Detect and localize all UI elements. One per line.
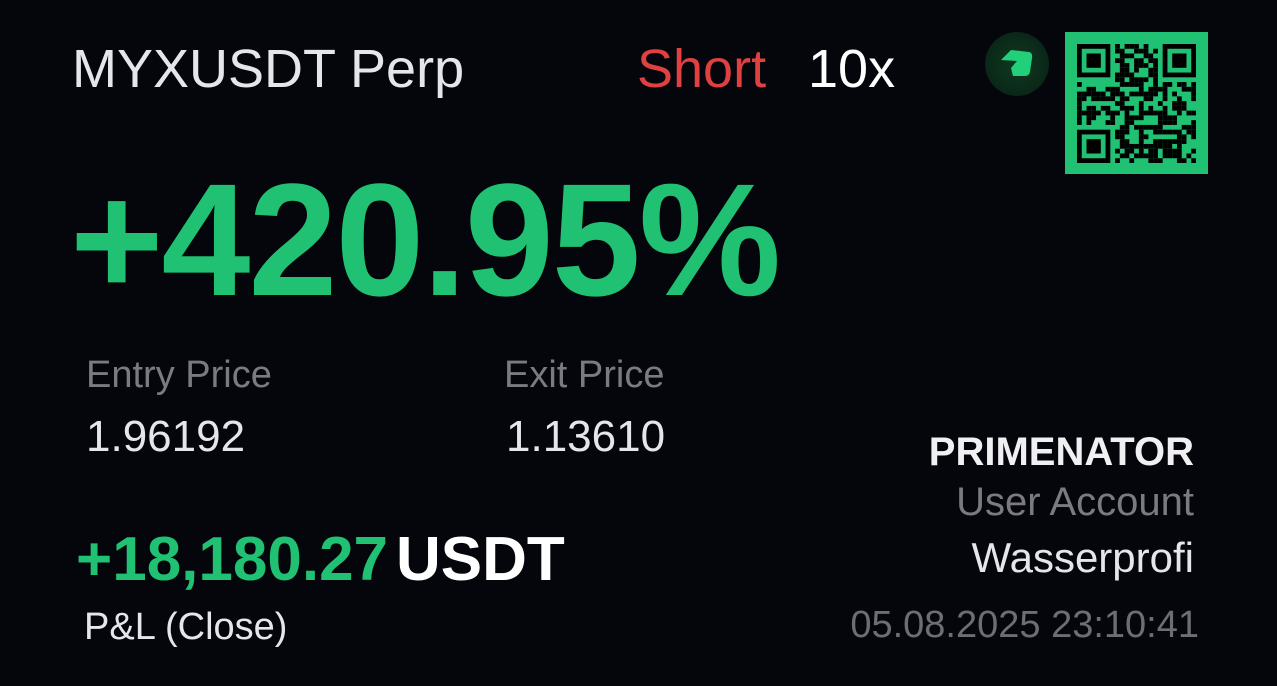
exchange-logo-icon: [985, 32, 1049, 96]
pnl-value: +18,180.27: [76, 525, 389, 594]
pnl-unit: USDT: [396, 525, 565, 594]
timestamp: 05.08.2025 23:10:41: [850, 604, 1199, 646]
trading-pair: MYXUSDT Perp: [72, 39, 465, 99]
user-account-name: Wasserprofi: [971, 534, 1195, 581]
entry-price-label: Entry Price: [86, 354, 272, 396]
brand-name: PRIMENATOR: [928, 430, 1194, 474]
user-account-label: User Account: [956, 480, 1194, 524]
qr-code-icon: [1065, 32, 1208, 174]
leverage: 10x: [808, 39, 896, 99]
position-side: Short: [637, 39, 767, 99]
exit-price-value: 1.13610: [506, 412, 666, 461]
roi-percentage: +420.95%: [70, 150, 781, 329]
exit-price-label: Exit Price: [504, 354, 665, 396]
entry-price-value: 1.96192: [86, 412, 246, 461]
pnl-amount: +18,180.27 USDT: [76, 524, 565, 595]
pnl-label: P&L (Close): [84, 606, 288, 648]
